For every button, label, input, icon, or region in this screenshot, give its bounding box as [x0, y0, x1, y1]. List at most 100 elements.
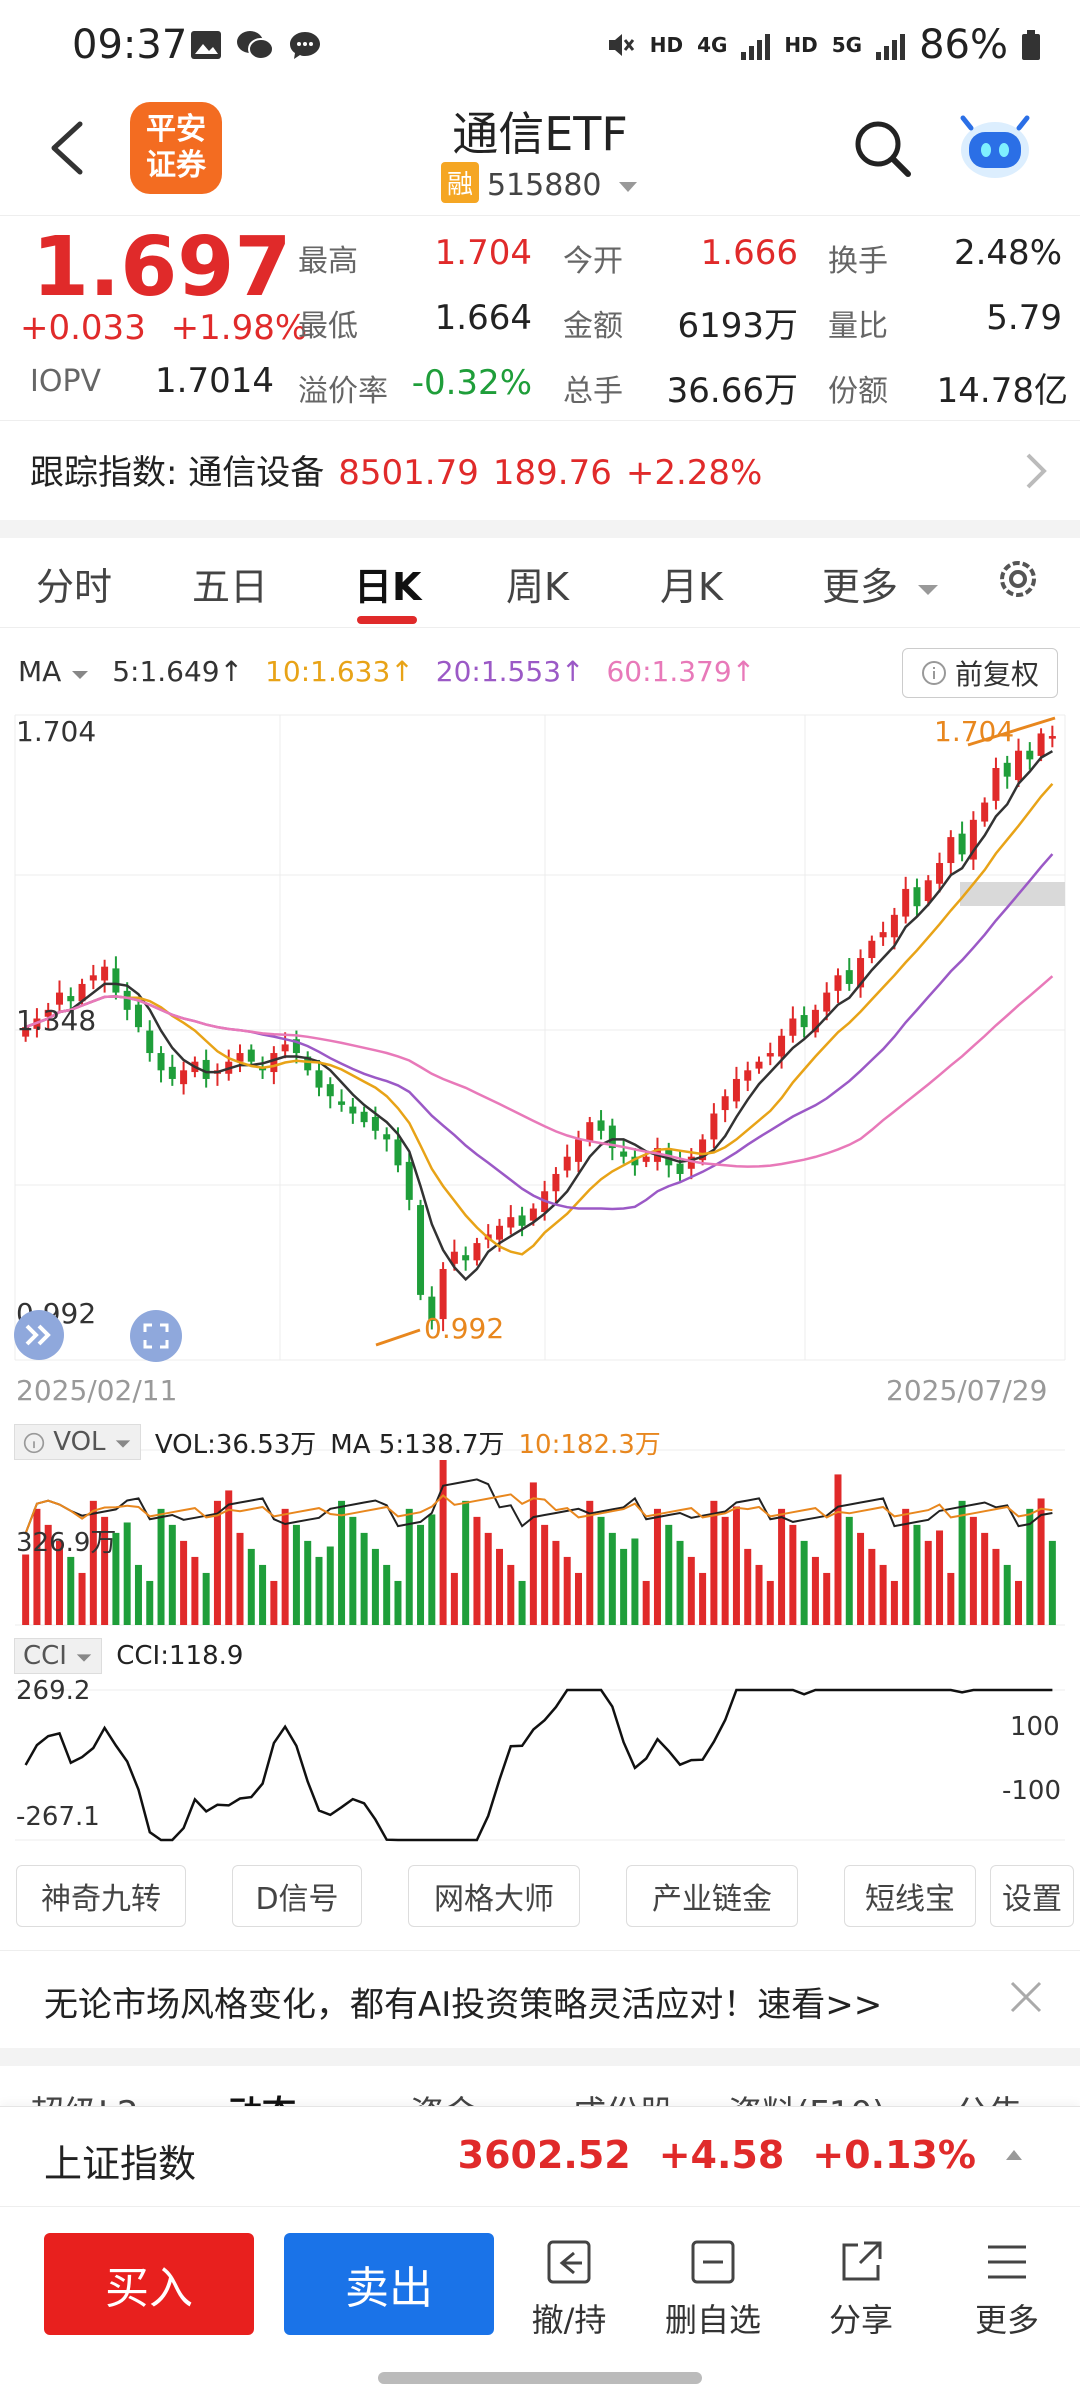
status-time: 09:37 — [72, 22, 188, 68]
candle-body — [1048, 736, 1056, 739]
candle-body — [112, 968, 120, 993]
stock-code: 515880 — [486, 168, 602, 203]
tab-announcements[interactable]: 公告 — [955, 2086, 1023, 2106]
stock-subtitle[interactable]: 融 515880 — [0, 162, 1080, 203]
volume-bar — [890, 1580, 898, 1625]
volume-bar — [529, 1482, 537, 1625]
volume-bar — [304, 1540, 312, 1625]
candle-body — [969, 819, 977, 860]
volume-bar — [811, 1556, 819, 1625]
candle-body — [450, 1251, 458, 1264]
remove-watchlist-button[interactable]: 删自选 — [658, 2237, 768, 2341]
close-icon[interactable] — [1004, 1975, 1048, 2019]
cci-selector[interactable]: CCI — [14, 1638, 103, 1674]
amount-value: 6193万 — [677, 306, 798, 346]
section-divider — [0, 2048, 1080, 2066]
gear-icon[interactable] — [993, 554, 1043, 604]
x-axis-end: 2025/07/29 — [886, 1374, 1048, 1407]
volume-bar — [969, 1516, 977, 1625]
cci-level-high: 100 — [1010, 1712, 1060, 1742]
signal-icon-1 — [741, 30, 771, 60]
shares-label: 份额 — [828, 374, 888, 409]
ma-10-line — [25, 782, 1054, 1256]
volume-bar — [924, 1540, 932, 1625]
price-adjust-button[interactable]: 前复权 — [902, 648, 1058, 698]
candle-body — [247, 1049, 255, 1062]
price-change: +0.033 +1.98% — [20, 308, 307, 348]
caret-down-icon — [918, 584, 939, 595]
indicator-short-term[interactable]: 短线宝 — [844, 1865, 976, 1927]
indicator-grid-master[interactable]: 网格大师 — [408, 1865, 580, 1927]
volume-bar — [338, 1500, 346, 1625]
volume-axis-label: 326.9万 — [16, 1528, 117, 1558]
indicator-industry-chain[interactable]: 产业链金 — [626, 1865, 798, 1927]
volume-selector[interactable]: VOL — [14, 1424, 141, 1460]
tab-weekly-k[interactable]: 周K — [506, 565, 569, 609]
volume-bar — [405, 1508, 413, 1625]
candle-body — [868, 940, 876, 959]
expand-left-button[interactable] — [14, 1310, 64, 1360]
tab-components[interactable]: 成份股 — [572, 2086, 674, 2106]
sell-button[interactable]: 卖出 — [284, 2233, 494, 2335]
ai-robot-icon[interactable] — [955, 112, 1035, 182]
min-price-marker: 0.992 — [424, 1312, 505, 1345]
tab-l2[interactable]: 超级L2 — [30, 2086, 139, 2106]
tab-five-day[interactable]: 五日 — [192, 565, 269, 609]
caret-down-icon — [72, 671, 89, 679]
candle-body — [1015, 750, 1023, 781]
tab-f10[interactable]: 资料(F10) — [728, 2086, 885, 2106]
volume-bar — [22, 1554, 30, 1625]
tab-news[interactable]: 动态 — [228, 2086, 296, 2106]
volume-bar — [259, 1564, 267, 1625]
volume-bar — [123, 1522, 131, 1625]
volume-bar — [823, 1572, 831, 1625]
share-button[interactable]: 分享 — [806, 2237, 916, 2341]
candle-body — [744, 1070, 752, 1081]
tab-more[interactable]: 更多 — [822, 556, 940, 611]
more-button[interactable]: 更多 — [952, 2237, 1062, 2341]
withdraw-button[interactable]: 撤/持 — [514, 2237, 624, 2341]
candle-body — [732, 1078, 740, 1102]
candle-body — [631, 1156, 639, 1166]
search-icon[interactable] — [850, 116, 916, 182]
tab-daily-k[interactable]: 日K — [354, 565, 422, 609]
detail-tabs-peek: 超级L2 动态 资金 成份股 资料(F10) 公告 — [0, 2066, 1080, 2106]
ma-legend: MA 5:1.649↑ 10:1.633↑ 20:1.553↑ 60:1.379… — [18, 655, 755, 688]
tab-intraday[interactable]: 分时 — [36, 565, 113, 609]
volume-bar — [55, 1540, 63, 1625]
indicator-nine-turn[interactable]: 神奇九转 — [16, 1865, 186, 1927]
ma10-value: 10:1.633↑ — [265, 655, 414, 688]
volume-bar — [112, 1532, 120, 1625]
tracking-index-row[interactable]: 跟踪指数: 通信设备 8501.79 189.76 +2.28% — [0, 420, 1080, 520]
back-arrow-icon[interactable] — [42, 118, 92, 178]
index-values: 3602.52 +4.58 +0.13% — [458, 2133, 1024, 2177]
vol-ratio-value: 5.79 — [986, 298, 1062, 338]
candle-body — [371, 1116, 379, 1131]
home-indicator — [378, 2372, 702, 2384]
caret-down-icon — [115, 1440, 131, 1448]
fullscreen-button[interactable] — [130, 1310, 182, 1362]
indicator-settings[interactable]: 设置 — [990, 1865, 1074, 1927]
buy-button[interactable]: 买入 — [44, 2233, 254, 2335]
withdraw-label: 撤/持 — [531, 2301, 607, 2339]
network-4g: 4G — [697, 33, 728, 57]
candle-body — [89, 975, 97, 981]
remove-icon — [691, 2240, 735, 2284]
volume-bar — [981, 1532, 989, 1625]
candle-body — [811, 1009, 819, 1033]
ma-selector[interactable]: MA — [18, 655, 90, 688]
volume-value: VOL:36.53万 — [154, 1429, 317, 1460]
candle-body — [44, 1009, 52, 1017]
min-marker-line — [375, 1328, 421, 1347]
image-icon — [191, 31, 221, 59]
tab-monthly-k[interactable]: 月K — [660, 565, 723, 609]
kline-chart[interactable] — [0, 700, 1080, 1860]
indicator-d-signal[interactable]: D信号 — [232, 1865, 362, 1927]
index-ticker-bar[interactable]: 上证指数 3602.52 +4.58 +0.13% — [0, 2106, 1080, 2206]
candle-body — [1037, 733, 1045, 756]
candle-body — [180, 1070, 188, 1085]
ad-banner[interactable]: 无论市场风格变化，都有AI投资策略灵活应对！速看>> — [0, 1950, 1080, 2048]
info-icon — [921, 661, 946, 685]
cci-axis-top: 269.2 — [16, 1676, 91, 1706]
tab-funds[interactable]: 资金 — [410, 2086, 478, 2106]
